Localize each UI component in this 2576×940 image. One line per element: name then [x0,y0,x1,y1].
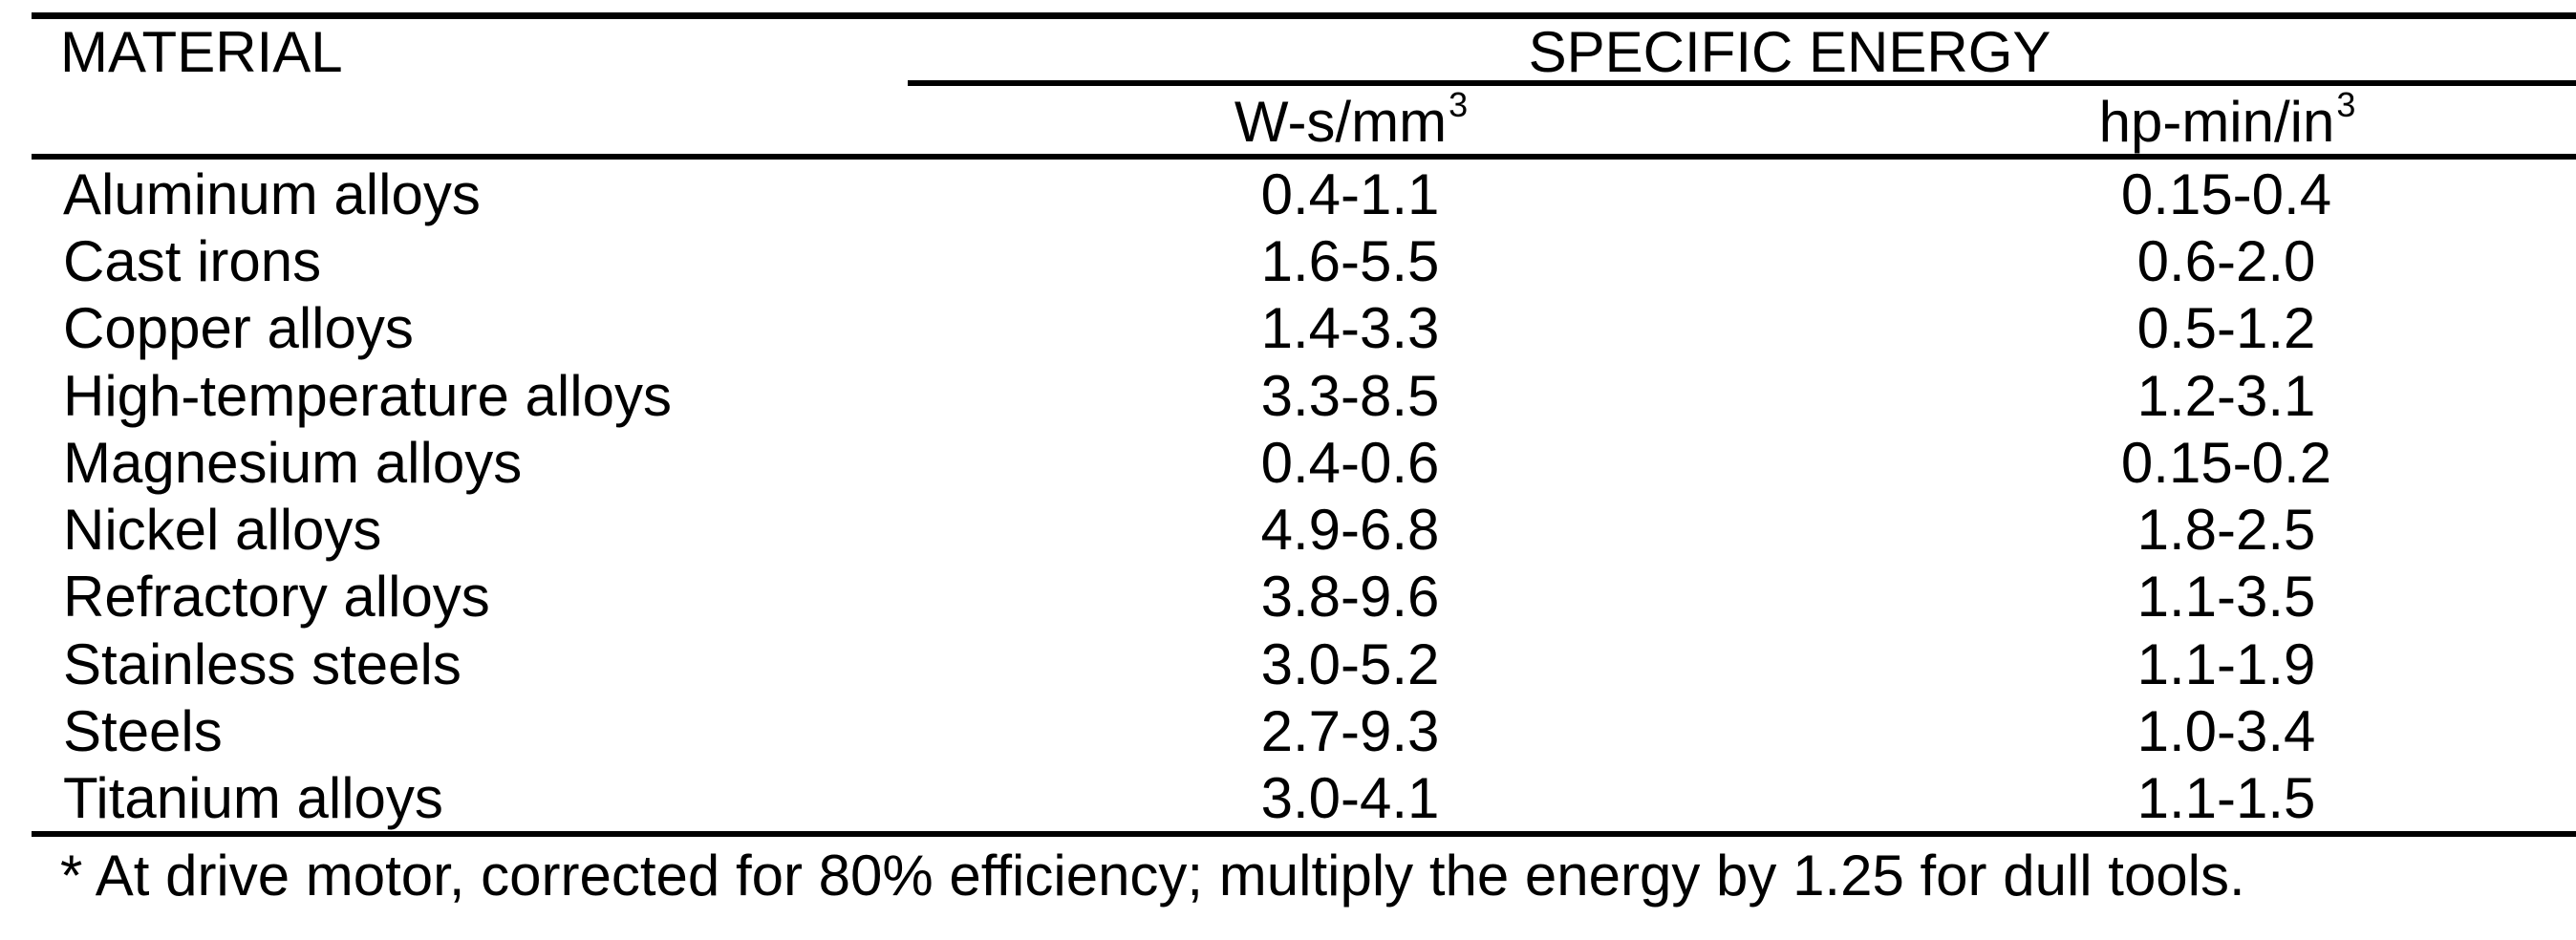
material-cell: Stainless steels [63,631,462,696]
specific-energy-hp-min-in3-cell: 1.0-3.4 [2136,699,2316,764]
table-row: Copper alloys 1.4-3.3 0.5-1.2 [0,295,2576,362]
specific-energy-w-s-mm3-cell: 4.9-6.8 [1260,498,1440,563]
table-row: High-temperature alloys 3.3-8.5 1.2-3.1 [0,362,2576,429]
specific-energy-hp-min-in3-cell: 1.1-3.5 [2136,565,2316,630]
material-cell: Cast irons [63,228,322,293]
material-cell: Copper alloys [63,296,414,361]
unit-header-hp-min-in3-base: hp-min/in [2098,90,2335,154]
table-body: Aluminum alloys 0.4-1.1 0.15-0.4 Cast ir… [0,160,2576,832]
group-header-underline [908,80,2576,86]
table-footnote: * At drive motor, corrected for 80% effi… [60,844,2245,908]
unit-header-hp-min-in3: hp-min/in3 [1835,85,2576,160]
specific-energy-hp-min-in3-cell: 1.1-1.5 [2136,766,2316,831]
unit-header-w-s-mm3-superscript: 3 [1449,85,1469,124]
specific-energy-hp-min-in3-cell: 0.15-0.4 [2120,161,2332,226]
unit-header-w-s-mm3: W-s/mm3 [908,85,1792,160]
specific-energy-w-s-mm3-cell: 3.0-4.1 [1260,766,1440,831]
specific-energy-hp-min-in3-cell: 0.5-1.2 [2136,296,2316,361]
unit-header-hp-min-in3-superscript: 3 [2336,85,2356,124]
material-cell: Aluminum alloys [63,161,481,226]
table-row: Steels 2.7-9.3 1.0-3.4 [0,697,2576,764]
table-row: Magnesium alloys 0.4-0.6 0.15-0.2 [0,429,2576,496]
table-row: Titanium alloys 3.0-4.1 1.1-1.5 [0,765,2576,832]
specific-energy-hp-min-in3-cell: 1.1-1.9 [2136,631,2316,696]
material-cell: Refractory alloys [63,565,490,630]
header-bottom-rule [32,154,2576,160]
specific-energy-w-s-mm3-cell: 1.4-3.3 [1260,296,1440,361]
material-cell: Nickel alloys [63,498,382,563]
material-cell: Titanium alloys [63,766,443,831]
column-group-header-specific-energy: SPECIFIC ENERGY [1528,20,2051,84]
table-bottom-rule [32,831,2576,837]
table-row: Nickel alloys 4.9-6.8 1.8-2.5 [0,496,2576,563]
column-header-material: MATERIAL [60,20,343,84]
specific-energy-hp-min-in3-cell: 0.15-0.2 [2120,430,2332,495]
unit-header-w-s-mm3-base: W-s/mm [1234,90,1448,154]
material-cell: Magnesium alloys [63,430,523,495]
specific-energy-w-s-mm3-cell: 1.6-5.5 [1260,228,1440,293]
specific-energy-w-s-mm3-cell: 0.4-0.6 [1260,430,1440,495]
specific-energy-w-s-mm3-cell: 0.4-1.1 [1260,161,1440,226]
specific-energy-hp-min-in3-cell: 1.8-2.5 [2136,498,2316,563]
specific-energy-w-s-mm3-cell: 2.7-9.3 [1260,699,1440,764]
specific-energy-w-s-mm3-cell: 3.8-9.6 [1260,565,1440,630]
table-row: Refractory alloys 3.8-9.6 1.1-3.5 [0,564,2576,630]
table-row: Cast irons 1.6-5.5 0.6-2.0 [0,227,2576,294]
table-row: Aluminum alloys 0.4-1.1 0.15-0.4 [0,160,2576,227]
specific-energy-w-s-mm3-cell: 3.0-5.2 [1260,631,1440,696]
material-cell: High-temperature alloys [63,363,672,428]
specific-energy-hp-min-in3-cell: 1.2-3.1 [2136,363,2316,428]
material-cell: Steels [63,699,223,764]
table-row: Stainless steels 3.0-5.2 1.1-1.9 [0,630,2576,697]
specific-energy-hp-min-in3-cell: 0.6-2.0 [2136,228,2316,293]
table-top-rule [32,12,2576,19]
specific-energy-w-s-mm3-cell: 3.3-8.5 [1260,363,1440,428]
